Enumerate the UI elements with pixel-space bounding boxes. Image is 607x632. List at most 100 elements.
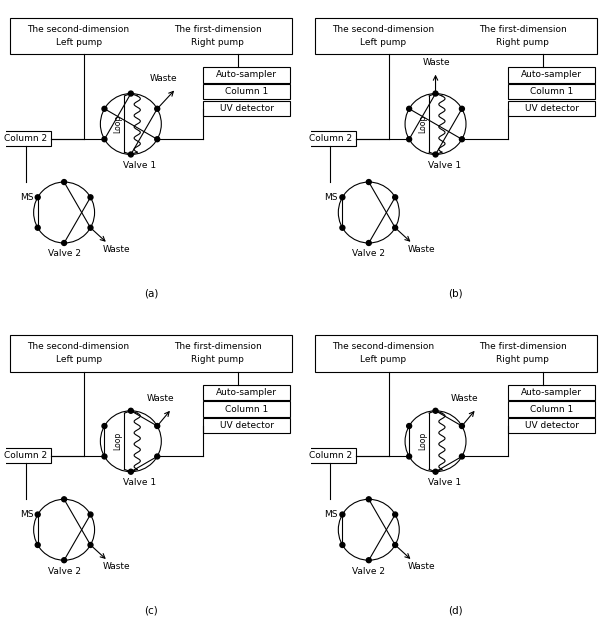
- Text: Loop: Loop: [114, 115, 123, 133]
- Text: Left pump: Left pump: [360, 38, 406, 47]
- Circle shape: [128, 91, 134, 96]
- Text: Left pump: Left pump: [56, 355, 102, 364]
- Text: Column 1: Column 1: [530, 87, 573, 96]
- Text: Waste: Waste: [407, 245, 435, 254]
- Circle shape: [35, 542, 40, 547]
- Text: MS: MS: [325, 193, 338, 202]
- FancyBboxPatch shape: [203, 385, 290, 400]
- Text: Right pump: Right pump: [191, 38, 245, 47]
- Text: UV detector: UV detector: [524, 422, 578, 430]
- Text: Right pump: Right pump: [496, 355, 549, 364]
- Circle shape: [155, 423, 160, 428]
- Circle shape: [393, 512, 398, 517]
- Circle shape: [62, 179, 67, 185]
- Text: Auto-sampler: Auto-sampler: [217, 387, 277, 397]
- Text: The second-dimension: The second-dimension: [27, 25, 130, 33]
- FancyBboxPatch shape: [508, 418, 595, 434]
- FancyBboxPatch shape: [203, 418, 290, 434]
- FancyBboxPatch shape: [508, 84, 595, 99]
- Text: Column 2: Column 2: [309, 134, 352, 143]
- Circle shape: [102, 454, 107, 459]
- Circle shape: [459, 423, 464, 428]
- Text: The first-dimension: The first-dimension: [479, 342, 566, 351]
- Circle shape: [366, 179, 371, 185]
- Circle shape: [459, 106, 464, 111]
- Circle shape: [62, 497, 67, 502]
- Text: Loop: Loop: [114, 432, 123, 451]
- Circle shape: [62, 241, 67, 245]
- Text: Valve 2: Valve 2: [47, 250, 81, 258]
- Text: MS: MS: [325, 510, 338, 519]
- Circle shape: [340, 225, 345, 230]
- FancyBboxPatch shape: [508, 401, 595, 416]
- Text: Waste: Waste: [103, 562, 131, 571]
- Circle shape: [35, 512, 40, 517]
- Text: Valve 2: Valve 2: [352, 250, 385, 258]
- Text: The first-dimension: The first-dimension: [479, 25, 566, 33]
- Text: Column 1: Column 1: [225, 404, 268, 413]
- Text: The first-dimension: The first-dimension: [174, 342, 262, 351]
- Text: MS: MS: [20, 510, 33, 519]
- Circle shape: [407, 423, 412, 428]
- Text: MS: MS: [20, 193, 33, 202]
- Text: Waste: Waste: [149, 74, 177, 83]
- Text: The second-dimension: The second-dimension: [332, 342, 435, 351]
- FancyBboxPatch shape: [10, 18, 292, 54]
- Text: Auto-sampler: Auto-sampler: [521, 71, 582, 80]
- Circle shape: [155, 106, 160, 111]
- Circle shape: [88, 542, 93, 547]
- Text: Valve 2: Valve 2: [352, 567, 385, 576]
- Circle shape: [88, 225, 93, 230]
- Circle shape: [128, 469, 134, 474]
- Circle shape: [340, 195, 345, 200]
- Circle shape: [340, 512, 345, 517]
- Circle shape: [155, 454, 160, 459]
- Text: Right pump: Right pump: [191, 355, 245, 364]
- FancyBboxPatch shape: [203, 401, 290, 416]
- Circle shape: [433, 408, 438, 413]
- FancyBboxPatch shape: [508, 68, 595, 83]
- FancyBboxPatch shape: [508, 385, 595, 400]
- Circle shape: [35, 225, 40, 230]
- Text: UV detector: UV detector: [524, 104, 578, 113]
- Circle shape: [35, 195, 40, 200]
- FancyBboxPatch shape: [315, 336, 597, 372]
- Text: UV detector: UV detector: [220, 422, 274, 430]
- Circle shape: [366, 497, 371, 502]
- Text: Valve 1: Valve 1: [123, 478, 156, 487]
- FancyBboxPatch shape: [203, 101, 290, 116]
- Circle shape: [102, 423, 107, 428]
- Text: Column 1: Column 1: [225, 87, 268, 96]
- Circle shape: [88, 195, 93, 200]
- Circle shape: [102, 106, 107, 111]
- FancyBboxPatch shape: [203, 84, 290, 99]
- Circle shape: [407, 106, 412, 111]
- Text: Valve 1: Valve 1: [123, 161, 156, 170]
- Text: Column 2: Column 2: [4, 134, 47, 143]
- Text: Loop: Loop: [418, 115, 427, 133]
- Text: The second-dimension: The second-dimension: [332, 25, 435, 33]
- FancyBboxPatch shape: [508, 101, 595, 116]
- Circle shape: [128, 152, 134, 157]
- Text: UV detector: UV detector: [220, 104, 274, 113]
- Text: Column 2: Column 2: [4, 451, 47, 460]
- Text: Column 1: Column 1: [530, 404, 573, 413]
- Circle shape: [433, 91, 438, 96]
- Text: Waste: Waste: [146, 394, 174, 403]
- Text: Loop: Loop: [418, 432, 427, 451]
- FancyBboxPatch shape: [0, 448, 51, 463]
- Text: Left pump: Left pump: [360, 355, 406, 364]
- Text: The second-dimension: The second-dimension: [27, 342, 130, 351]
- FancyBboxPatch shape: [203, 68, 290, 83]
- Text: Waste: Waste: [451, 394, 479, 403]
- Circle shape: [459, 137, 464, 142]
- Text: Waste: Waste: [423, 58, 451, 68]
- Circle shape: [407, 137, 412, 142]
- Text: Auto-sampler: Auto-sampler: [217, 71, 277, 80]
- Circle shape: [366, 241, 371, 245]
- Text: Left pump: Left pump: [56, 38, 102, 47]
- Text: Valve 2: Valve 2: [47, 567, 81, 576]
- Circle shape: [459, 454, 464, 459]
- FancyBboxPatch shape: [305, 131, 356, 146]
- Circle shape: [62, 558, 67, 562]
